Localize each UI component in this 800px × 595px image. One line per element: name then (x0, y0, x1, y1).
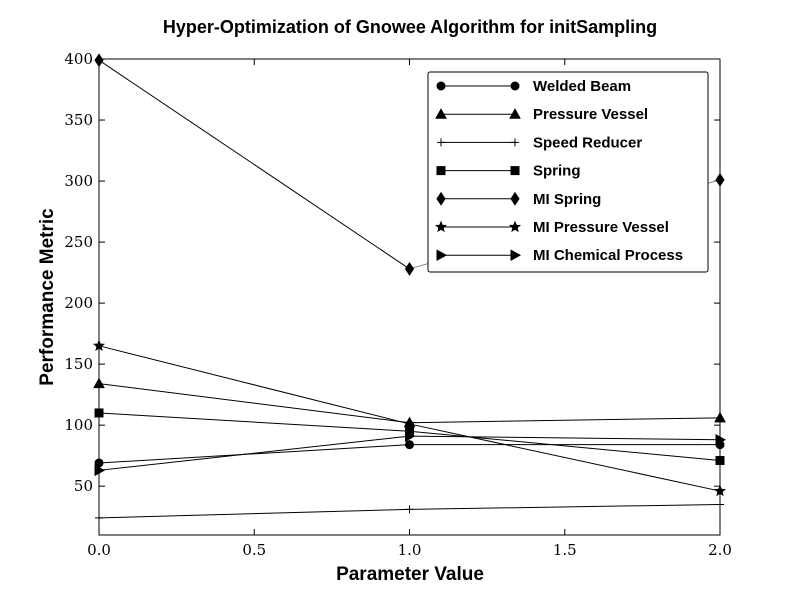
legend-marker (511, 138, 519, 147)
y-tick-label: 50 (74, 477, 93, 495)
x-axis: 0.0 0.5 1.0 1.5 2.0 (87, 59, 732, 559)
y-tick-label: 100 (64, 416, 93, 434)
legend: Welded Beam Pressure Vessel Speed Reducer S… (427, 71, 709, 273)
legend-label: Spring (533, 163, 581, 180)
x-tick-label: 0.0 (87, 541, 111, 559)
series-line-segment (98, 444, 410, 464)
legend-marker (436, 249, 448, 262)
x-axis-label: Parameter Value (336, 564, 484, 585)
series-line-segment (409, 435, 721, 441)
x-tick-label: 1.0 (398, 541, 422, 559)
legend-marker (436, 166, 446, 176)
y-tick-label: 150 (64, 355, 93, 373)
legend-marker (437, 138, 445, 147)
y-tick-label: 200 (64, 294, 93, 312)
legend-item-spring: Spring (436, 163, 581, 180)
legend-marker (509, 108, 521, 119)
data-point (713, 484, 727, 497)
legend-marker (510, 249, 522, 262)
legend-marker (435, 108, 447, 119)
data-point (714, 411, 726, 423)
data-point (403, 417, 416, 430)
data-point (94, 53, 104, 68)
y-tick-label: 300 (64, 172, 93, 190)
series-line-segment (98, 412, 410, 432)
legend-box (427, 71, 709, 273)
legend-item-mi-spring: MI Spring (436, 191, 601, 208)
legend-item-pressure-vessel: Pressure Vessel (435, 106, 648, 123)
data-point (715, 456, 725, 466)
y-tick-label: 250 (64, 233, 93, 251)
legend-item-mi-pressure-vessel: MI Pressure Vessel (434, 219, 669, 236)
legend-marker (510, 81, 520, 91)
data-point (715, 172, 725, 187)
x-tick-label: 1.5 (553, 541, 577, 559)
legend-marker (434, 220, 448, 233)
data-point (94, 464, 106, 477)
series-line-segment (98, 508, 410, 519)
data-point (716, 500, 724, 509)
data-point (92, 339, 106, 351)
legend-label: MI Spring (533, 191, 601, 208)
series-speed-reducer (95, 500, 724, 522)
series-line-segment (98, 383, 410, 424)
legend-marker (436, 81, 446, 91)
series-welded-beam (94, 440, 725, 468)
data-point (94, 408, 104, 418)
series-mi-chemical-process (94, 430, 727, 477)
series-spring (94, 408, 725, 466)
chart-title: Hyper-Optimization of Gnowee Algorithm f… (163, 17, 657, 37)
legend-label: Welded Beam (533, 78, 631, 95)
series-line-segment (98, 435, 410, 471)
legend-marker (510, 191, 520, 206)
series-mi-pressure-vessel (92, 339, 727, 497)
x-tick-label: 0.5 (242, 541, 266, 559)
data-point (405, 430, 416, 442)
legend-marker (436, 191, 446, 206)
legend-item-welded-beam: Welded Beam (436, 78, 631, 95)
data-point (715, 433, 727, 446)
series-line-segment (409, 503, 721, 510)
y-tick-label: 400 (64, 50, 93, 68)
legend-label: Pressure Vessel (533, 106, 648, 123)
series-line-segment (98, 345, 410, 425)
legend-marker (510, 166, 520, 176)
series-line-segment (409, 430, 721, 462)
legend-marker (508, 220, 522, 233)
data-point (405, 440, 414, 450)
legend-label: MI Pressure Vessel (533, 219, 669, 236)
series-line-segment (409, 417, 721, 424)
legend-item-mi-chemical-process: MI Chemical Process (436, 247, 683, 264)
legend-item-speed-reducer: Speed Reducer (437, 134, 642, 151)
legend-label: MI Chemical Process (533, 247, 683, 264)
data-point (405, 505, 414, 514)
x-tick-label: 2.0 (708, 541, 732, 559)
data-point (93, 377, 105, 389)
y-tick-label: 350 (64, 111, 93, 129)
y-axis-label: Performance Metric (37, 208, 58, 386)
data-point (404, 262, 415, 276)
series-line-segment (409, 423, 721, 492)
data-point (95, 513, 103, 522)
series-line-segment (98, 59, 410, 270)
legend-label: Speed Reducer (533, 134, 642, 151)
y-axis: 50 100 150 200 250 300 350 400 (64, 50, 720, 495)
